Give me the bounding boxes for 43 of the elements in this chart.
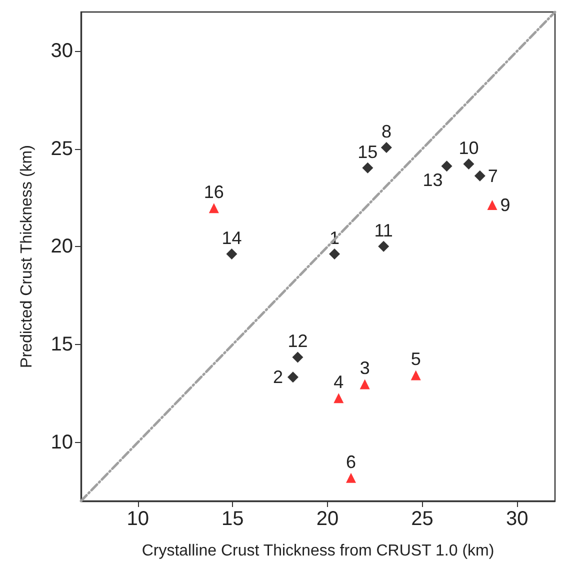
point xyxy=(463,158,474,170)
point xyxy=(487,200,498,210)
point xyxy=(208,203,219,214)
x-tick-label: 15 xyxy=(222,508,244,530)
annotation: 13 xyxy=(422,170,443,190)
x-tick-label: 10 xyxy=(126,508,150,530)
point xyxy=(226,248,238,260)
x-tick-label: 20 xyxy=(316,508,339,530)
y-tick-label: 15 xyxy=(50,334,73,356)
annotation: 7 xyxy=(488,166,498,186)
point xyxy=(380,142,392,154)
annotation: 4 xyxy=(334,372,344,392)
annotation: 2 xyxy=(272,367,283,388)
annotation: 3 xyxy=(360,358,370,378)
x-tick-label: 25 xyxy=(411,508,434,530)
point xyxy=(410,370,421,380)
point xyxy=(334,393,344,404)
annotation: 9 xyxy=(500,195,510,216)
y-tick-label: 20 xyxy=(50,236,73,258)
annotation: 15 xyxy=(358,142,378,162)
point xyxy=(441,160,452,172)
y-tick-label: 30 xyxy=(50,40,73,62)
annotation: 14 xyxy=(222,228,242,248)
y-tick-label: 25 xyxy=(50,138,73,160)
annotation: 8 xyxy=(381,122,392,142)
annotation: 10 xyxy=(458,138,479,158)
x-tick-label: 30 xyxy=(506,508,528,530)
annotation: 16 xyxy=(204,182,224,202)
annotation: 12 xyxy=(288,331,308,352)
y-axis-title: Predicted Crust Thickness (km) xyxy=(18,145,36,368)
point xyxy=(292,352,304,363)
annotation: 5 xyxy=(410,349,421,370)
point xyxy=(378,240,390,252)
point xyxy=(360,379,370,390)
point xyxy=(346,472,356,483)
point xyxy=(474,170,486,182)
point xyxy=(362,162,374,174)
point xyxy=(328,248,340,260)
point xyxy=(287,372,298,383)
x-axis-title: Crystalline Crust Thickness from CRUST 1.0 (km) xyxy=(142,542,494,560)
annotation: 6 xyxy=(346,452,356,472)
y-tick-label: 10 xyxy=(50,431,73,454)
annotation: 11 xyxy=(374,220,393,240)
